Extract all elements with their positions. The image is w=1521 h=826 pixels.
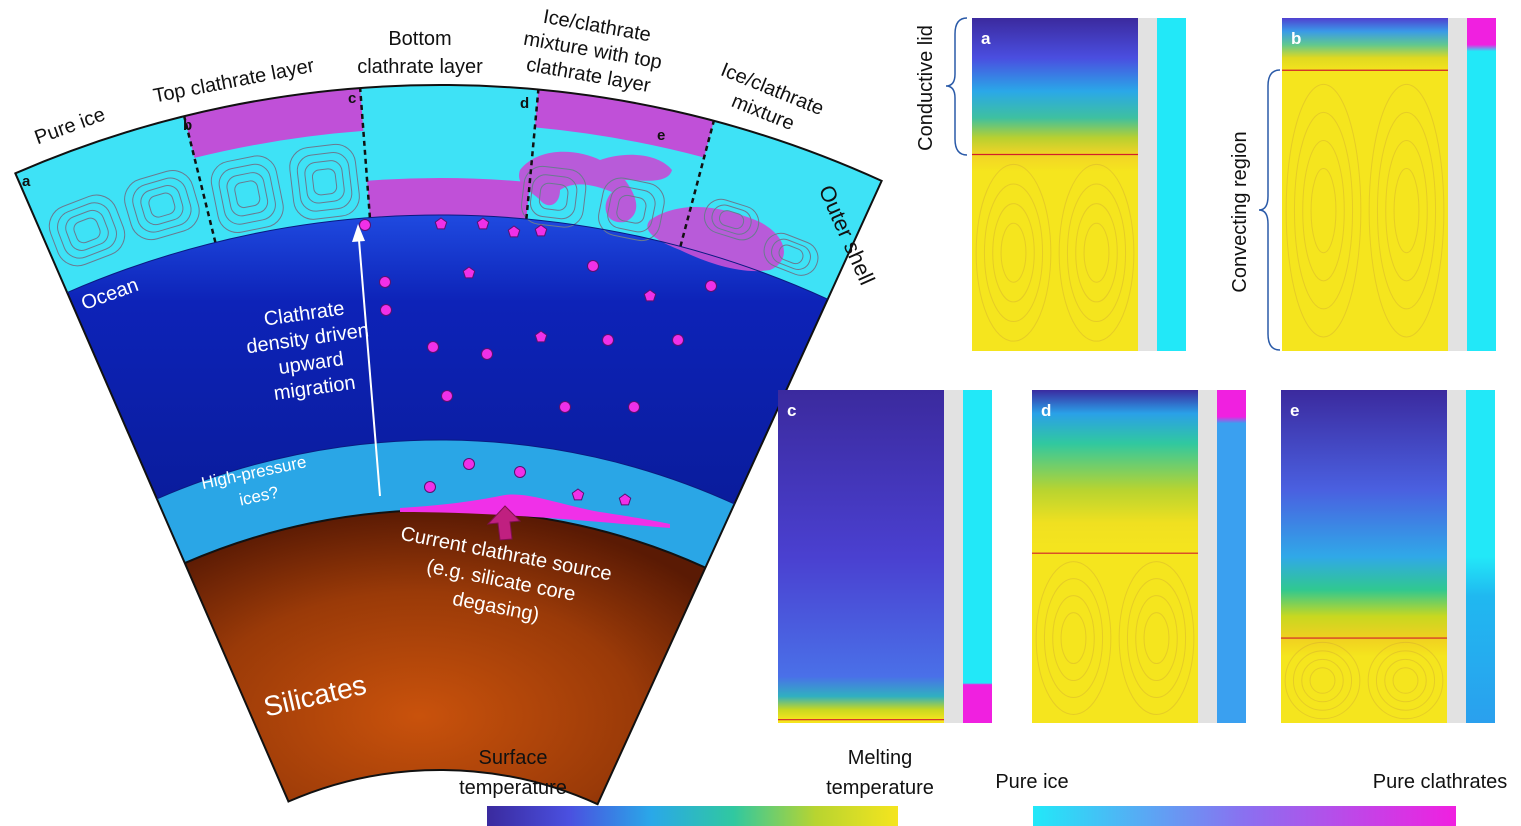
panel-letter: e [657, 127, 665, 144]
composition-bar [1217, 390, 1246, 723]
colorbar-label: Melting [848, 747, 912, 769]
clathrate-particle [560, 402, 571, 413]
panel-letter: a [981, 29, 991, 48]
colorbar-label: temperature [826, 777, 934, 799]
temperature-field [972, 18, 1138, 351]
model-panels: a b c d e Conductive lid Convecting region [778, 18, 1496, 723]
clathrate-particle [380, 277, 391, 288]
clathrate-particle [706, 281, 717, 292]
clathrate-particle [673, 335, 684, 346]
composition-bar [963, 390, 992, 723]
silicates-layer [185, 510, 706, 804]
panel-letter: c [787, 401, 796, 420]
composition-colorbar [1033, 806, 1456, 826]
separator [1448, 18, 1467, 351]
colorbar-label: temperature [459, 777, 567, 799]
panel-letter: e [1290, 401, 1299, 420]
clathrate-particle [425, 482, 436, 493]
layer-label: Bottom [388, 28, 451, 50]
colorbar-label: Pure ice [995, 771, 1068, 793]
wedge-diagram: Pure iceTop clathrate layerBottomclathra… [15, 3, 881, 804]
clathrate-particle [603, 335, 614, 346]
separator [1198, 390, 1217, 723]
brace [1259, 70, 1280, 350]
page: {"wedge": { "layer_labels": [["Pure ice"… [0, 0, 1521, 826]
brace-label: Convecting region [1229, 131, 1251, 292]
separator [1447, 390, 1466, 723]
composition-bar [1467, 18, 1496, 351]
colorbar-label: Pure clathrates [1373, 771, 1508, 793]
composition-bar [1466, 390, 1495, 723]
panel-letter: d [520, 95, 529, 112]
brace-label: Conductive lid [915, 25, 937, 151]
clathrate-particle [482, 349, 493, 360]
colorbar-label-group: Melting temperature [826, 747, 934, 799]
composition-bar [1157, 18, 1186, 351]
temperature-field [1282, 18, 1448, 351]
panel-letter: a [22, 173, 31, 190]
separator [944, 390, 963, 723]
clathrate-particle [629, 402, 640, 413]
panel-letter: c [348, 90, 356, 107]
temperature-field [1032, 390, 1198, 723]
bottom-clathrate-layer [367, 178, 530, 219]
clathrate-particle [588, 261, 599, 272]
clathrate-particle [381, 305, 392, 316]
temperature-field [778, 390, 944, 723]
clathrate-particle [464, 459, 475, 470]
clathrate-particle [442, 391, 453, 402]
panel-letter: b [183, 117, 192, 134]
figure: Pure iceTop clathrate layerBottomclathra… [0, 0, 1521, 826]
clathrate-particle [360, 220, 371, 231]
panel-letter: b [1291, 29, 1301, 48]
layer-label-group: Bottom clathrate layer [357, 28, 483, 78]
colorbar-label: Surface [479, 747, 548, 769]
separator [1138, 18, 1157, 351]
layer-label: clathrate layer [357, 56, 483, 78]
brace [946, 18, 967, 155]
panel-letter: d [1041, 401, 1051, 420]
temperature-field [1281, 390, 1447, 723]
clathrate-particle [428, 342, 439, 353]
clathrate-particle [515, 467, 526, 478]
temperature-colorbar [487, 806, 898, 826]
layer-label-group: Ice/clathratemixture with topclathrate l… [517, 3, 667, 98]
